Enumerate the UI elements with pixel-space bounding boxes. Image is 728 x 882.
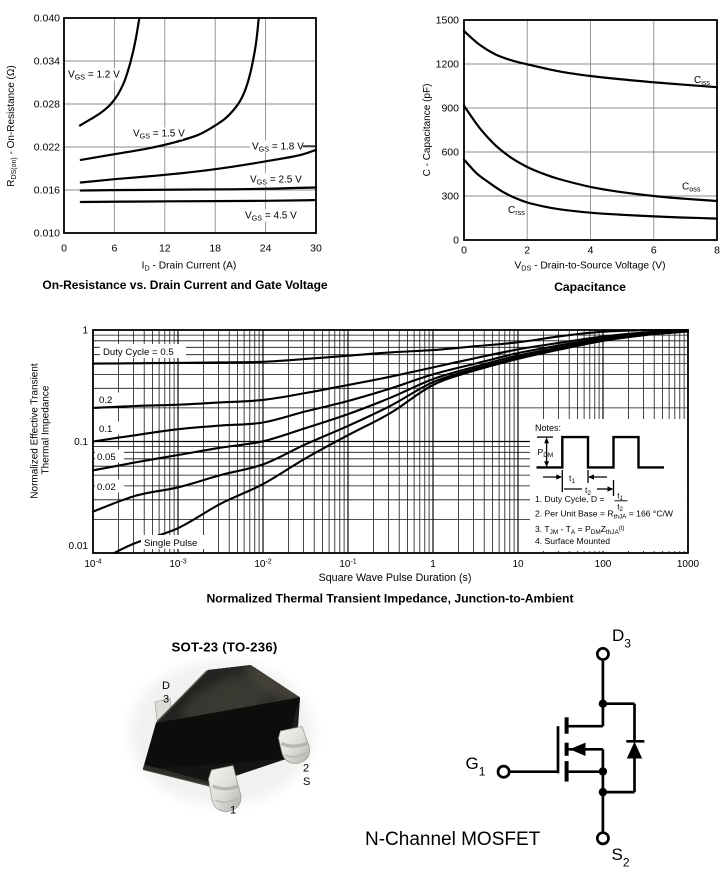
svg-text:1: 1	[230, 805, 236, 817]
svg-text:VDS - Drain-to-Source Voltage: VDS - Drain-to-Source Voltage (V)	[515, 261, 666, 273]
svg-text:Coss: Coss	[682, 182, 701, 194]
svg-text:D3: D3	[612, 626, 631, 651]
svg-text:VGS = 1.5 V: VGS = 1.5 V	[133, 129, 185, 141]
svg-text:0.010: 0.010	[34, 227, 60, 239]
svg-text:0.01: 0.01	[69, 541, 89, 552]
svg-text:Duty Cycle = 0.5: Duty Cycle = 0.5	[103, 347, 174, 358]
svg-text:SOT-23 (TO-236): SOT-23 (TO-236)	[171, 640, 277, 655]
svg-text:RDS(on) - On-Resistance (Ω): RDS(on) - On-Resistance (Ω)	[6, 65, 18, 186]
svg-text:0.028: 0.028	[34, 98, 60, 110]
svg-text:100: 100	[595, 559, 612, 570]
svg-text:t2: t2	[617, 503, 623, 514]
svg-text:8: 8	[714, 245, 720, 257]
svg-text:24: 24	[260, 243, 272, 255]
svg-text:Square Wave Pulse Duration (s): Square Wave Pulse Duration (s)	[319, 572, 472, 584]
svg-text:Crss: Crss	[508, 205, 525, 217]
svg-text:0: 0	[61, 243, 67, 255]
svg-text:6: 6	[111, 243, 117, 255]
svg-text:t1: t1	[617, 492, 623, 503]
svg-text:10-2: 10-2	[254, 559, 271, 571]
svg-text:S2: S2	[612, 845, 630, 870]
svg-text:Normalized Thermal Transient I: Normalized Thermal Transient Impedance, …	[206, 592, 573, 606]
svg-text:10-4: 10-4	[84, 559, 101, 571]
svg-text:300: 300	[441, 190, 459, 202]
svg-text:10-1: 10-1	[339, 559, 356, 571]
svg-text:0.02: 0.02	[97, 482, 116, 493]
svg-text:2: 2	[303, 763, 309, 775]
svg-text:VGS = 4.5 V: VGS = 4.5 V	[245, 211, 297, 223]
svg-text:ID - Drain Current (A): ID - Drain Current (A)	[142, 261, 237, 273]
svg-text:t2: t2	[585, 485, 591, 497]
svg-text:0.016: 0.016	[34, 184, 60, 196]
svg-text:VGS = 1.8 V: VGS = 1.8 V	[252, 142, 304, 154]
svg-text:VGS = 1.2 V: VGS = 1.2 V	[68, 70, 120, 82]
svg-text:30: 30	[310, 243, 322, 255]
svg-text:0.034: 0.034	[34, 55, 60, 67]
svg-text:2. Per Unit Base = RthJA = 166: 2. Per Unit Base = RthJA = 166 °C/W	[535, 509, 674, 521]
svg-text:Single Pulse: Single Pulse	[144, 538, 197, 549]
svg-text:6: 6	[651, 245, 657, 257]
svg-text:N-Channel MOSFET: N-Channel MOSFET	[365, 829, 541, 850]
svg-text:C - Capacitance (pF): C - Capacitance (pF)	[422, 84, 433, 177]
svg-text:2: 2	[524, 245, 530, 257]
svg-text:1. Duty Cycle, D =: 1. Duty Cycle, D =	[535, 494, 605, 504]
svg-text:0.2: 0.2	[99, 395, 112, 406]
svg-text:0: 0	[453, 234, 459, 246]
svg-text:12: 12	[159, 243, 171, 255]
svg-text:0: 0	[461, 245, 467, 257]
svg-text:0.1: 0.1	[74, 437, 88, 448]
svg-text:3. TJM - TA = PDMZthJA(t): 3. TJM - TA = PDMZthJA(t)	[535, 524, 624, 536]
svg-text:On-Resistance vs. Drain Curren: On-Resistance vs. Drain Current and Gate…	[42, 278, 328, 292]
svg-text:4. Surface Mounted: 4. Surface Mounted	[535, 536, 610, 546]
svg-text:0.05: 0.05	[97, 452, 116, 463]
svg-text:1500: 1500	[436, 14, 460, 26]
svg-text:Notes:: Notes:	[535, 423, 561, 433]
svg-text:0.022: 0.022	[34, 141, 60, 153]
svg-text:Thermal Impedance: Thermal Impedance	[41, 385, 52, 474]
svg-text:4: 4	[588, 245, 594, 257]
svg-text:18: 18	[209, 243, 221, 255]
svg-text:Normalized Effective Transient: Normalized Effective Transient	[30, 363, 41, 499]
svg-text:10-3: 10-3	[169, 559, 186, 571]
svg-text:1200: 1200	[436, 58, 460, 70]
svg-text:S: S	[303, 776, 310, 788]
svg-text:D: D	[162, 680, 170, 692]
svg-text:0.1: 0.1	[99, 424, 112, 435]
svg-text:3: 3	[163, 694, 169, 706]
svg-text:1: 1	[82, 326, 88, 337]
svg-text:G1: G1	[466, 754, 486, 779]
svg-text:Ciss: Ciss	[694, 75, 710, 87]
svg-text:600: 600	[441, 146, 459, 158]
svg-text:Capacitance: Capacitance	[554, 280, 626, 294]
svg-text:1: 1	[430, 559, 436, 570]
svg-text:1000: 1000	[677, 559, 700, 570]
svg-text:900: 900	[441, 102, 459, 114]
svg-text:t1: t1	[569, 473, 575, 485]
svg-text:10: 10	[512, 559, 524, 570]
svg-text:0.040: 0.040	[34, 12, 60, 24]
svg-text:VGS = 2.5 V: VGS = 2.5 V	[250, 175, 302, 187]
svg-text:PDM: PDM	[538, 447, 554, 459]
